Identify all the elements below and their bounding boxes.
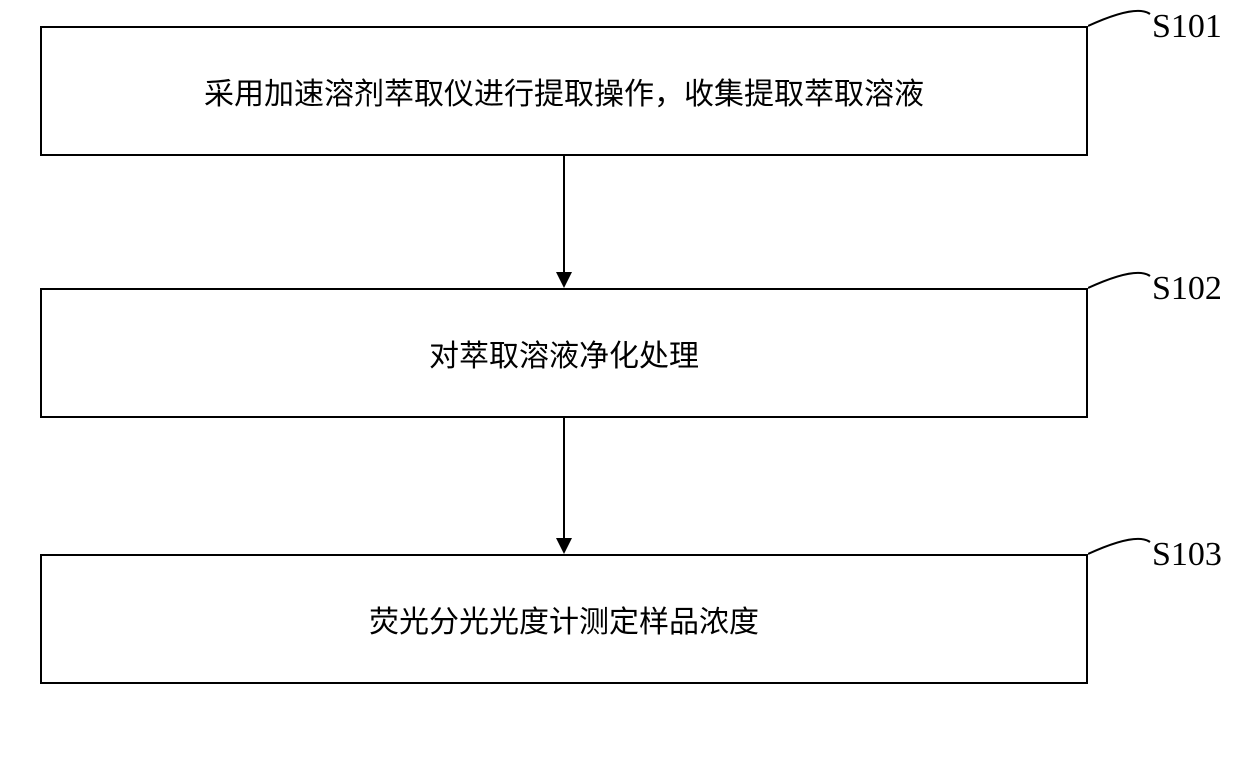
flowchart-node-text: 采用加速溶剂萃取仪进行提取操作，收集提取萃取溶液 xyxy=(204,69,924,113)
flowchart-arrow-line xyxy=(563,156,565,272)
flowchart-node-s102: 对萃取溶液净化处理 xyxy=(40,288,1088,418)
flowchart-container: 采用加速溶剂萃取仪进行提取操作，收集提取萃取溶液 S101 对萃取溶液净化处理 … xyxy=(0,0,1240,759)
connector-arc-s102 xyxy=(1088,270,1152,310)
connector-arc-s101 xyxy=(1088,8,1152,48)
flowchart-arrow-head-icon xyxy=(556,538,572,554)
flowchart-node-s101: 采用加速溶剂萃取仪进行提取操作，收集提取萃取溶液 xyxy=(40,26,1088,156)
flowchart-arrow-head-icon xyxy=(556,272,572,288)
flowchart-node-text: 荧光分光光度计测定样品浓度 xyxy=(369,597,759,641)
flowchart-node-label-s102: S102 xyxy=(1152,270,1222,308)
flowchart-arrow-line xyxy=(563,418,565,538)
flowchart-node-label-s101: S101 xyxy=(1152,8,1222,46)
flowchart-node-s103: 荧光分光光度计测定样品浓度 xyxy=(40,554,1088,684)
connector-arc-s103 xyxy=(1088,536,1152,576)
flowchart-node-label-s103: S103 xyxy=(1152,536,1222,574)
flowchart-node-text: 对萃取溶液净化处理 xyxy=(429,331,699,375)
